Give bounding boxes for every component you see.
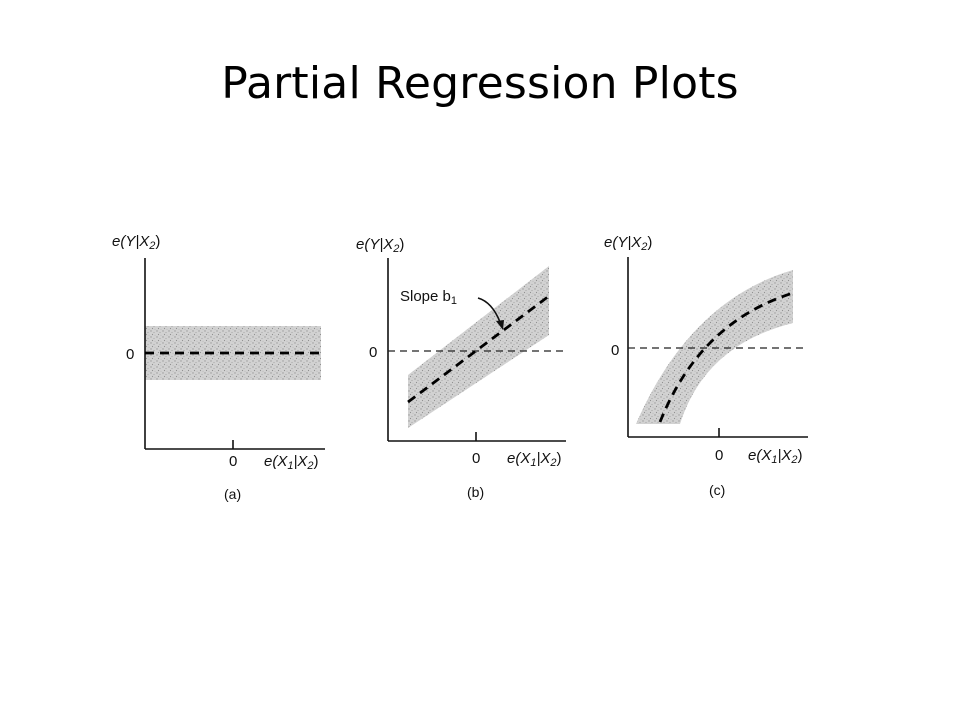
panel-b-annotation-arrowhead [496,320,504,330]
panel-a: e(Y|X2) 0 0 e(X1|X2) (a) [112,233,325,502]
panel-c-y-label: e(Y|X2) [604,234,652,253]
slide-title: Partial Regression Plots [221,58,739,109]
panel-b-zero-x: 0 [472,450,480,467]
panel-c-zero-x: 0 [715,447,723,464]
panel-a-zero-x: 0 [229,453,237,470]
panel-a-y-label: e(Y|X2) [112,233,160,252]
panel-a-zero-y: 0 [126,346,134,363]
panel-b-band [408,266,549,428]
panel-c-x-label: e(X1|X2) [748,447,803,466]
panel-b-zero-y: 0 [369,344,377,361]
panel-b-caption: (b) [467,484,484,500]
panel-a-x-label: e(X1|X2) [264,453,319,472]
panel-c-band [636,270,793,424]
panel-b-annotation: Slope b1 [400,288,457,307]
panel-a-caption: (a) [224,486,241,502]
panel-c-fit-line [658,291,794,423]
panel-c-caption: (c) [709,482,725,498]
panel-a-band [145,326,321,380]
panel-b-annotation-pointer [477,297,501,323]
panel-c: e(Y|X2) 0 0 e(X1|X2) (c) [604,234,808,498]
panel-b: e(Y|X2) Slope b1 0 0 e(X1|X2) (b) [356,236,566,500]
panel-c-zero-y: 0 [611,342,619,359]
panel-b-y-label: e(Y|X2) [356,236,404,255]
panel-b-x-label: e(X1|X2) [507,450,562,469]
